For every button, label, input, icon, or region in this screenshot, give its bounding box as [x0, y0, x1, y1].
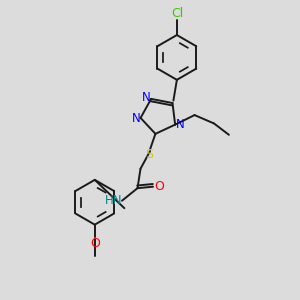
- Text: S: S: [146, 148, 154, 161]
- Text: N: N: [142, 91, 150, 104]
- Text: N: N: [176, 118, 184, 130]
- Text: O: O: [155, 180, 164, 193]
- Text: N: N: [132, 112, 141, 125]
- Text: Cl: Cl: [171, 7, 183, 20]
- Text: HN: HN: [105, 194, 122, 207]
- Text: O: O: [90, 237, 100, 250]
